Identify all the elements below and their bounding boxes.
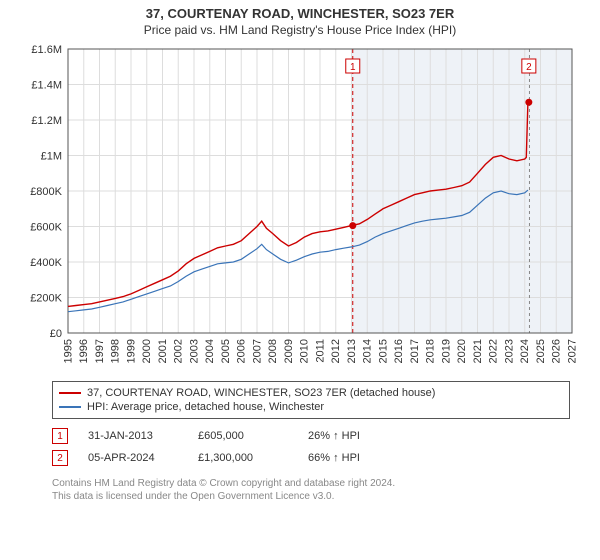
sale-date: 05-APR-2024: [88, 452, 178, 464]
svg-text:2004: 2004: [204, 339, 216, 363]
marker-badge: 1: [52, 428, 68, 444]
svg-text:1996: 1996: [78, 339, 90, 363]
svg-text:2005: 2005: [220, 339, 232, 363]
chart-container: 37, COURTENAY ROAD, WINCHESTER, SO23 7ER…: [0, 0, 600, 560]
sale-delta: 66% ↑ HPI: [308, 452, 398, 464]
svg-text:2015: 2015: [377, 339, 389, 363]
legend-swatch: [59, 406, 81, 408]
svg-text:2008: 2008: [267, 339, 279, 363]
legend-label: HPI: Average price, detached house, Winc…: [87, 401, 324, 413]
footer-licence: Contains HM Land Registry data © Crown c…: [52, 477, 570, 503]
legend-label: 37, COURTENAY ROAD, WINCHESTER, SO23 7ER…: [87, 387, 435, 399]
marker-badge: 2: [52, 450, 68, 466]
sale-price: £1,300,000: [198, 452, 288, 464]
footer-line: This data is licensed under the Open Gov…: [52, 490, 570, 503]
svg-text:1995: 1995: [62, 339, 74, 363]
svg-text:2019: 2019: [440, 339, 452, 363]
svg-text:1997: 1997: [94, 339, 106, 363]
svg-text:£600K: £600K: [30, 222, 62, 234]
svg-text:1998: 1998: [110, 339, 122, 363]
svg-text:2021: 2021: [472, 339, 484, 363]
svg-text:£200K: £200K: [30, 293, 62, 305]
svg-text:2000: 2000: [141, 339, 153, 363]
svg-text:2011: 2011: [314, 339, 326, 363]
svg-text:£1.6M: £1.6M: [31, 44, 62, 56]
footer-line: Contains HM Land Registry data © Crown c…: [52, 477, 570, 490]
svg-text:2006: 2006: [236, 339, 248, 363]
sale-marker-row: 1 31-JAN-2013 £605,000 26% ↑ HPI: [52, 425, 570, 447]
svg-text:2003: 2003: [188, 339, 200, 363]
svg-text:2023: 2023: [503, 339, 515, 363]
legend-box: 37, COURTENAY ROAD, WINCHESTER, SO23 7ER…: [52, 381, 570, 419]
svg-text:£1M: £1M: [41, 151, 62, 163]
svg-text:£1.2M: £1.2M: [31, 115, 62, 127]
svg-text:2016: 2016: [393, 339, 405, 363]
svg-text:2: 2: [526, 62, 532, 73]
svg-text:1999: 1999: [125, 339, 137, 363]
legend-swatch: [59, 392, 81, 394]
sale-marker-row: 2 05-APR-2024 £1,300,000 66% ↑ HPI: [52, 447, 570, 469]
sale-price: £605,000: [198, 430, 288, 442]
svg-text:£1.4M: £1.4M: [31, 80, 62, 92]
sale-delta: 26% ↑ HPI: [308, 430, 398, 442]
svg-text:2025: 2025: [535, 339, 547, 363]
svg-text:2007: 2007: [251, 339, 263, 363]
svg-text:2002: 2002: [173, 339, 185, 363]
svg-text:2022: 2022: [488, 339, 500, 363]
svg-text:2018: 2018: [425, 339, 437, 363]
svg-text:£800K: £800K: [30, 186, 62, 198]
svg-text:2009: 2009: [283, 339, 295, 363]
legend-item: HPI: Average price, detached house, Winc…: [59, 400, 563, 414]
svg-text:£0: £0: [50, 328, 62, 340]
svg-text:2026: 2026: [551, 339, 563, 363]
svg-text:£400K: £400K: [30, 257, 62, 269]
svg-text:2012: 2012: [330, 339, 342, 363]
chart-subtitle: Price paid vs. HM Land Registry's House …: [0, 21, 600, 43]
svg-text:1: 1: [350, 62, 356, 73]
chart-area: £0 £200K £400K £600K £800K £1M £1.2M £1.4M £1.6M…: [20, 43, 580, 373]
svg-text:2010: 2010: [299, 339, 311, 363]
svg-text:2013: 2013: [346, 339, 358, 363]
chart-svg: £0 £200K £400K £600K £800K £1M £1.2M £1.4M £1.6M…: [20, 43, 580, 373]
svg-text:2020: 2020: [456, 339, 468, 363]
sale-date: 31-JAN-2013: [88, 430, 178, 442]
svg-text:2017: 2017: [409, 339, 421, 363]
svg-text:2001: 2001: [157, 339, 169, 363]
svg-text:2027: 2027: [566, 339, 578, 363]
chart-title: 37, COURTENAY ROAD, WINCHESTER, SO23 7ER: [0, 0, 600, 21]
svg-text:2014: 2014: [362, 339, 374, 363]
sale-marker-table: 1 31-JAN-2013 £605,000 26% ↑ HPI 2 05-AP…: [52, 425, 570, 469]
svg-text:2024: 2024: [519, 339, 531, 363]
legend-item: 37, COURTENAY ROAD, WINCHESTER, SO23 7ER…: [59, 386, 563, 400]
